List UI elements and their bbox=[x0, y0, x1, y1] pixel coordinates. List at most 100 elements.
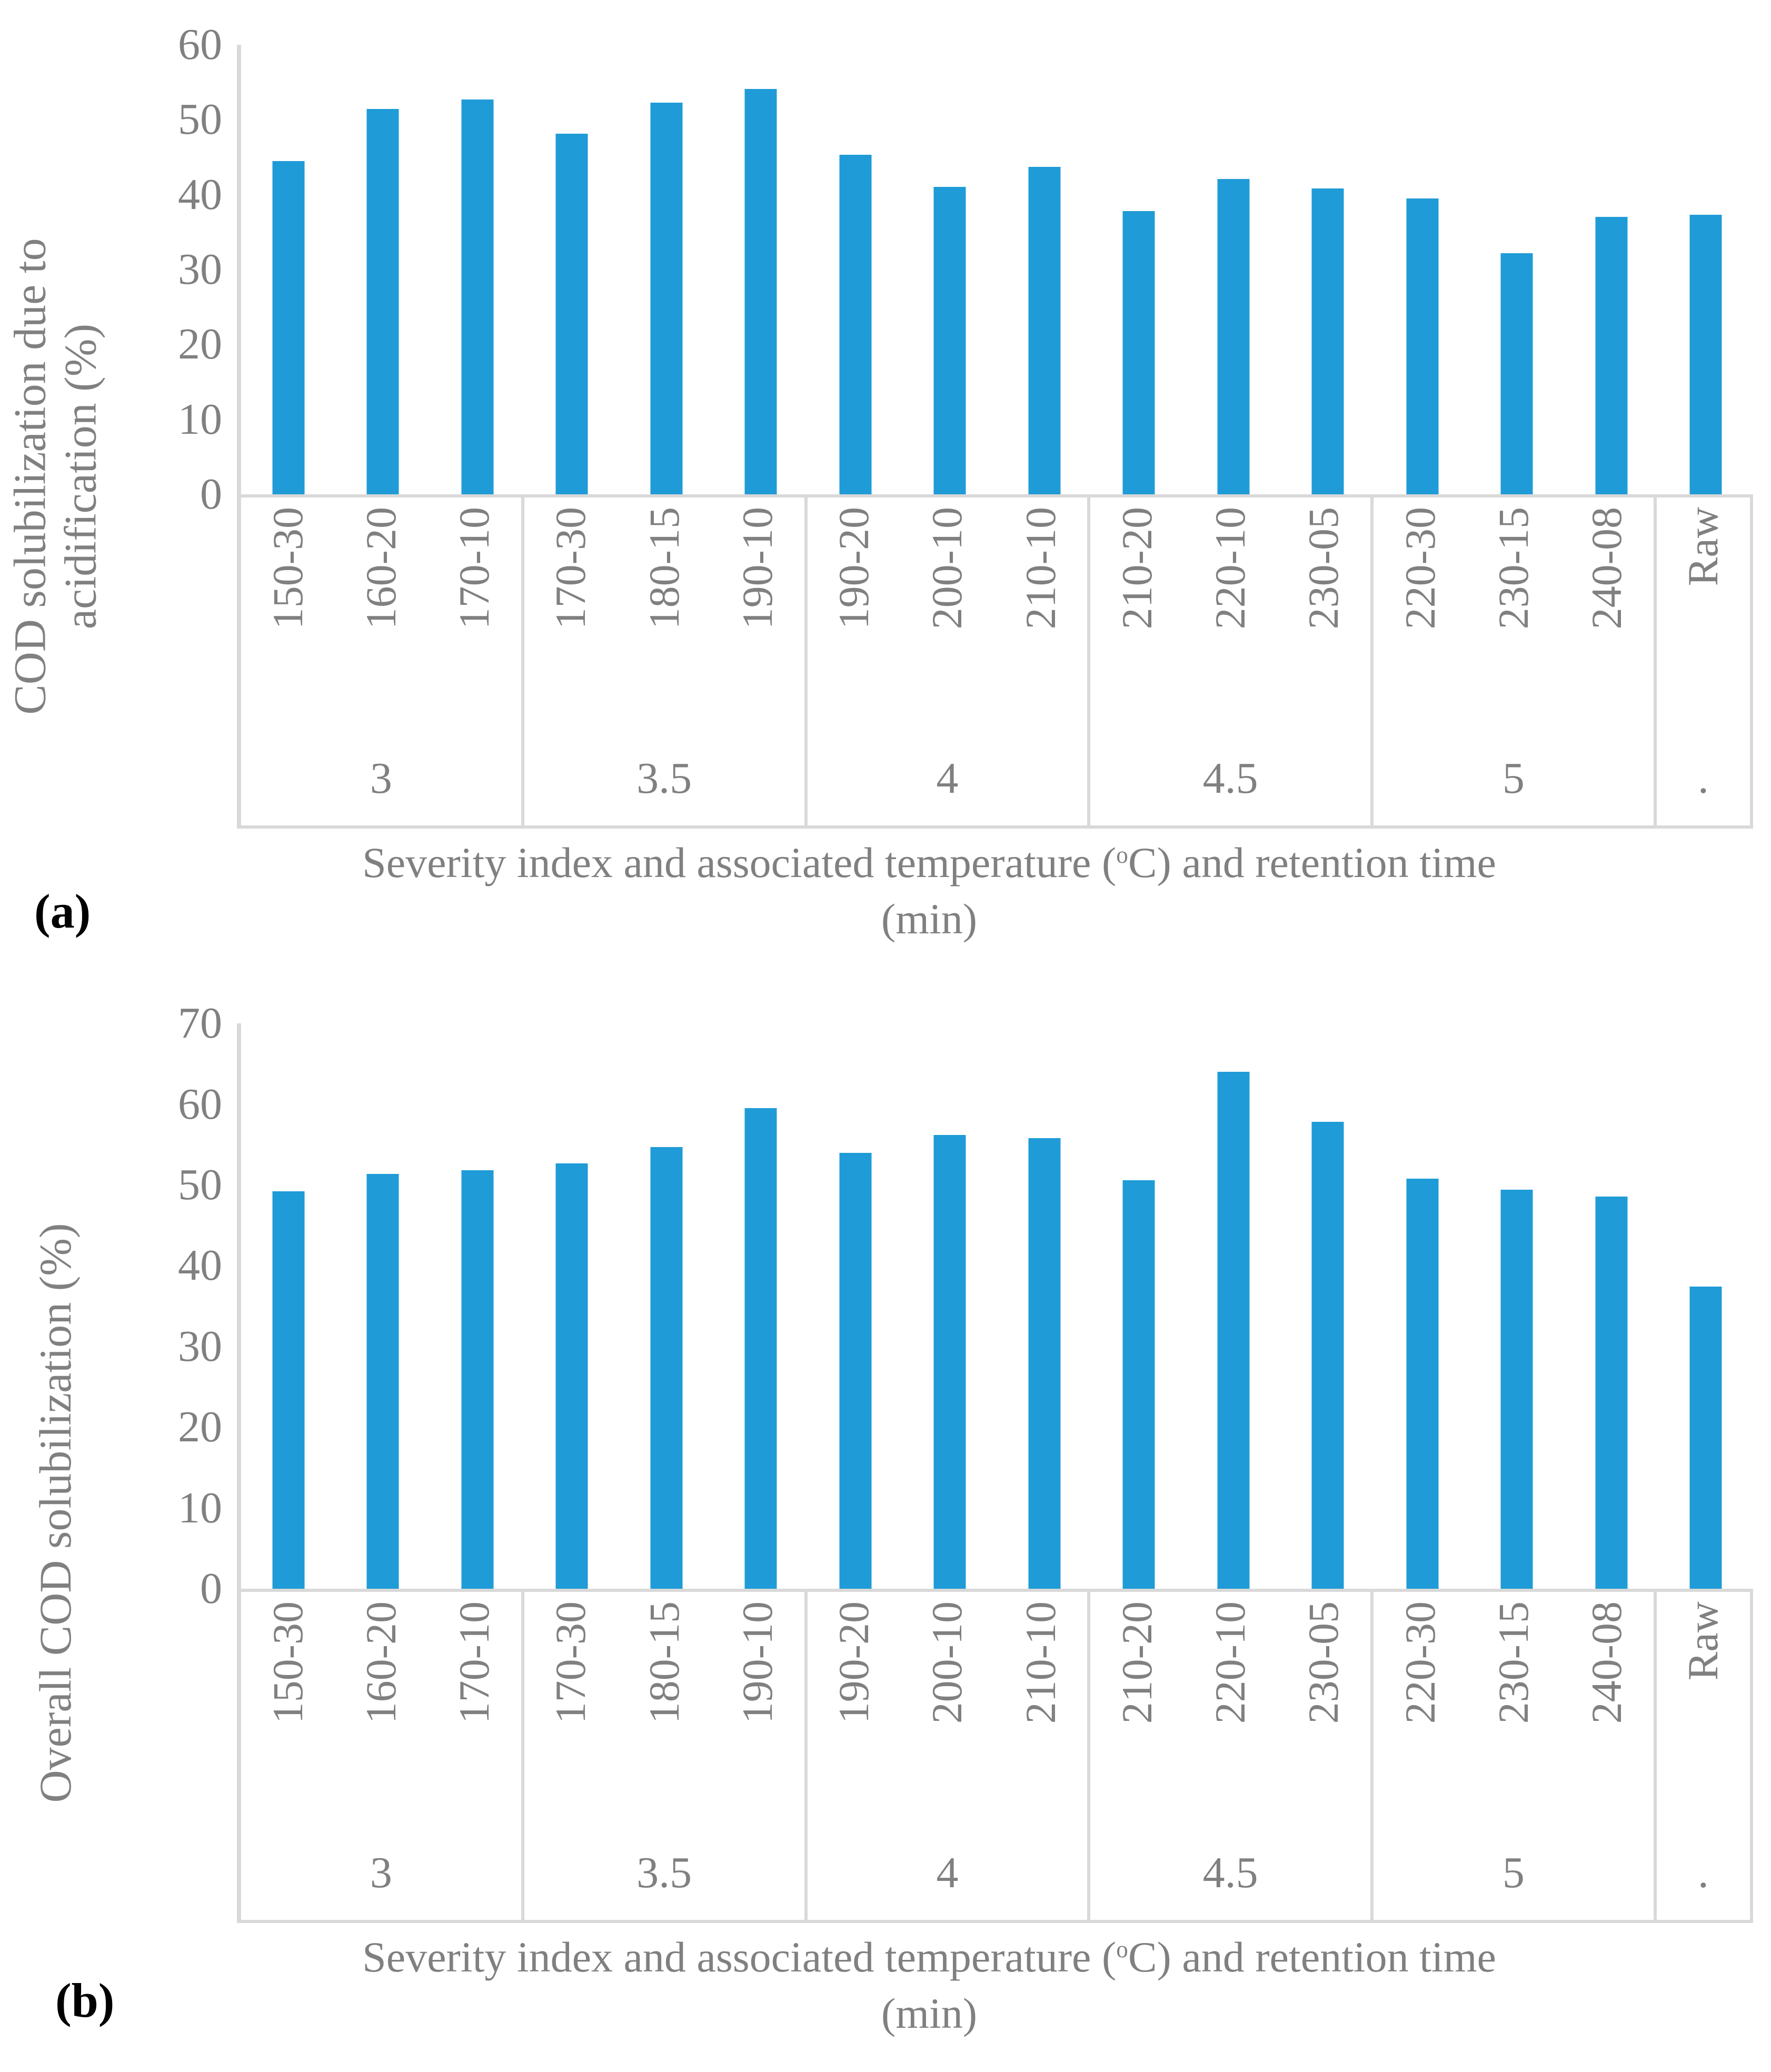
bar-slot bbox=[1092, 45, 1187, 494]
category-label: 200-10 bbox=[923, 1601, 971, 1724]
category-slot: 170-30 bbox=[524, 507, 618, 731]
y-tick-label: 30 bbox=[178, 1321, 222, 1371]
y-tick-label: 50 bbox=[178, 1160, 222, 1210]
x-axis-title-line2: (min) bbox=[881, 1989, 978, 2037]
category-slot: Raw bbox=[1657, 507, 1750, 731]
category-labels: Raw bbox=[1657, 497, 1750, 731]
x-axis-title-line1: Severity index and associated temperatur… bbox=[362, 839, 1496, 886]
bar-240-08 bbox=[1595, 217, 1628, 494]
bar-slot bbox=[903, 45, 998, 494]
category-axis-a: 150-30 160-20 170-10 3 170-30 180-15 190-10 3.5… bbox=[237, 497, 1753, 829]
bar-190-10 bbox=[744, 88, 777, 494]
category-labels: 210-20 220-10 230-05 bbox=[1090, 1592, 1370, 1825]
category-slot: 170-30 bbox=[524, 1601, 618, 1825]
category-label: 210-20 bbox=[1112, 1601, 1161, 1724]
chart-b: Overall COD solubilization (%) 0 10 20 30 40… bbox=[5, 984, 1771, 2041]
category-slot: 220-10 bbox=[1184, 507, 1277, 731]
bar-240-08 bbox=[1595, 1196, 1628, 1589]
group-label: . bbox=[1697, 1848, 1709, 1897]
bar-210-10 bbox=[1028, 1138, 1061, 1589]
category-label: 150-30 bbox=[263, 507, 312, 630]
category-labels: 210-20 220-10 230-05 bbox=[1090, 497, 1370, 731]
category-label: Raw bbox=[1679, 1601, 1727, 1681]
bar-170-30 bbox=[555, 1163, 588, 1589]
category-labels: 150-30 160-20 170-10 bbox=[241, 497, 521, 731]
group-cell: 170-30 180-15 190-10 3.5 bbox=[521, 1592, 804, 1920]
bar-slot bbox=[1470, 45, 1565, 494]
category-label: 220-10 bbox=[1206, 507, 1255, 630]
category-labels: 170-30 180-15 190-10 bbox=[524, 497, 804, 731]
group-label: . bbox=[1697, 753, 1709, 803]
bar-slot bbox=[336, 45, 431, 494]
category-slot: 150-30 bbox=[241, 1601, 334, 1825]
category-slot: 200-10 bbox=[901, 507, 994, 731]
bar-Raw bbox=[1689, 1287, 1722, 1589]
bar-200-10 bbox=[933, 1134, 966, 1589]
y-axis-title-line: acidification (%) bbox=[55, 323, 106, 629]
category-slot: 210-10 bbox=[994, 1601, 1087, 1825]
group-label: 3.5 bbox=[636, 753, 692, 803]
x-axis-title-b: Severity index and associated temperatur… bbox=[105, 1929, 1753, 2041]
bar-slot bbox=[1470, 1023, 1565, 1589]
bar-190-20 bbox=[839, 1152, 872, 1589]
category-label: 230-15 bbox=[1489, 1601, 1537, 1724]
panel-a: COD solubilization due to acidification … bbox=[5, 5, 1771, 947]
category-label: Raw bbox=[1679, 507, 1727, 586]
category-label: 220-30 bbox=[1396, 507, 1444, 630]
category-label: 170-30 bbox=[546, 1601, 595, 1724]
bar-slot bbox=[525, 1023, 620, 1589]
bars-a bbox=[241, 45, 1753, 494]
category-labels: 220-30 230-15 240-08 bbox=[1374, 497, 1654, 731]
category-labels: 170-30 180-15 190-10 bbox=[524, 1592, 804, 1825]
bar-170-30 bbox=[555, 134, 588, 494]
group-label: 4 bbox=[936, 753, 959, 803]
category-slot: 150-30 bbox=[241, 507, 334, 731]
bar-slot bbox=[619, 45, 714, 494]
bar-slot bbox=[1186, 45, 1281, 494]
category-slot: 230-05 bbox=[1277, 1601, 1370, 1825]
bar-230-05 bbox=[1311, 188, 1344, 494]
group-label: 5 bbox=[1502, 1848, 1525, 1897]
category-labels: 190-20 200-10 210-10 bbox=[808, 497, 1088, 731]
panel-letter-a: (a) bbox=[34, 884, 91, 939]
category-label: 160-20 bbox=[356, 507, 405, 630]
bar-150-30 bbox=[272, 161, 305, 494]
group-cell: 220-30 230-15 240-08 5 bbox=[1370, 1592, 1654, 1920]
bar-160-20 bbox=[366, 1173, 399, 1589]
y-axis-title-b: Overall COD solubilization (%) bbox=[5, 984, 105, 2041]
bar-slot bbox=[1375, 45, 1470, 494]
bars-b bbox=[241, 1023, 1753, 1589]
plot-area-a: 0 10 20 30 40 50 60 bbox=[178, 23, 1753, 516]
group-cell: Raw. bbox=[1653, 1592, 1753, 1920]
bar-230-05 bbox=[1311, 1122, 1344, 1589]
group-cell: 150-30 160-20 170-10 3 bbox=[237, 497, 521, 825]
bar-210-10 bbox=[1028, 167, 1061, 494]
category-label: 180-15 bbox=[640, 507, 688, 630]
category-slot: 180-15 bbox=[618, 1601, 711, 1825]
category-slot: 190-20 bbox=[808, 507, 901, 731]
category-label: 220-10 bbox=[1206, 1601, 1255, 1724]
y-tick-label: 10 bbox=[178, 1483, 222, 1532]
bar-220-10 bbox=[1217, 1072, 1250, 1589]
y-tick-label: 30 bbox=[178, 245, 222, 294]
category-slot: 210-10 bbox=[994, 507, 1087, 731]
group-label: 4 bbox=[936, 1848, 959, 1897]
group-label: 3 bbox=[370, 753, 392, 803]
bar-slot bbox=[1281, 1023, 1376, 1589]
bar-190-20 bbox=[839, 155, 872, 494]
bar-210-20 bbox=[1122, 1180, 1155, 1589]
category-label: 160-20 bbox=[356, 1601, 405, 1724]
bar-slot bbox=[714, 1023, 809, 1589]
group-label: 3 bbox=[370, 1848, 392, 1897]
category-slot: 180-15 bbox=[618, 507, 711, 731]
category-labels: Raw bbox=[1657, 1592, 1750, 1825]
category-slot: 240-08 bbox=[1560, 1601, 1654, 1825]
panel-b: Overall COD solubilization (%) 0 10 20 30 40… bbox=[5, 984, 1771, 2041]
bar-slot bbox=[430, 45, 525, 494]
y-axis-title-a: COD solubilization due to acidification … bbox=[5, 5, 106, 947]
bar-150-30 bbox=[272, 1191, 305, 1589]
y-tick-label: 40 bbox=[178, 1241, 222, 1290]
category-label: 150-30 bbox=[263, 1601, 312, 1724]
y-axis-title-line: Overall COD solubilization (%) bbox=[29, 1223, 81, 1803]
bar-slot bbox=[1659, 1023, 1754, 1589]
